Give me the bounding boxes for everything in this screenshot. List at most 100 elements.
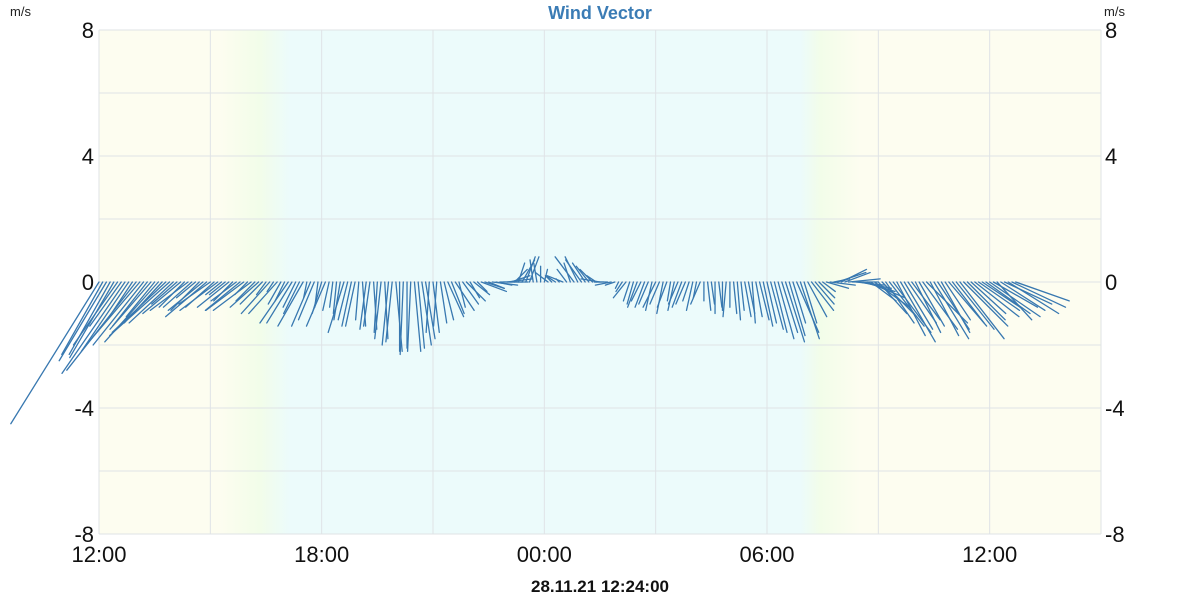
wind-vector bbox=[799, 281, 820, 340]
wind-vector bbox=[10, 281, 100, 425]
wind-vector bbox=[706, 281, 712, 312]
wind-vector bbox=[685, 281, 694, 312]
wind-vector bbox=[545, 275, 557, 283]
wind-vector bbox=[297, 281, 315, 321]
wind-vector bbox=[128, 281, 174, 324]
wind-vector bbox=[736, 281, 742, 321]
wind-vector bbox=[667, 281, 675, 312]
wind-vector bbox=[85, 281, 141, 346]
wind-vector bbox=[899, 281, 936, 343]
wind-vector bbox=[162, 281, 193, 308]
wind-vector bbox=[327, 281, 345, 334]
wind-vector bbox=[510, 275, 531, 283]
wind-vector bbox=[955, 281, 995, 330]
wind-vector bbox=[210, 281, 237, 302]
wind-vector bbox=[267, 281, 282, 305]
x-tick-label: 12:00 bbox=[962, 542, 1017, 567]
wind-vector bbox=[277, 281, 304, 327]
wind-vector bbox=[740, 281, 745, 312]
wind-vector bbox=[259, 281, 289, 324]
wind-vector bbox=[432, 281, 440, 334]
wind-vector bbox=[888, 281, 925, 327]
wind-vector bbox=[61, 281, 126, 375]
wind-vectors bbox=[10, 256, 1070, 425]
wind-vector bbox=[406, 281, 412, 352]
wind-vector bbox=[175, 281, 197, 299]
wind-vector bbox=[907, 281, 938, 324]
wind-vector bbox=[844, 271, 871, 283]
wind-vector bbox=[282, 281, 301, 315]
wind-vector bbox=[903, 281, 934, 330]
wind-vector bbox=[911, 281, 941, 321]
right-unit-label: m/s bbox=[1104, 4, 1125, 19]
wind-vector bbox=[413, 281, 422, 352]
wind-vector bbox=[322, 281, 330, 312]
wind-vector bbox=[72, 281, 119, 346]
wind-vector bbox=[825, 281, 850, 289]
wind-vector bbox=[480, 281, 508, 293]
wind-vector bbox=[341, 281, 353, 327]
wind-vector bbox=[266, 281, 275, 293]
wind-vector bbox=[656, 281, 668, 308]
y-tick-label-left: -8 bbox=[74, 522, 94, 547]
wind-vector bbox=[634, 281, 646, 308]
wind-vector bbox=[235, 281, 256, 302]
wind-vector bbox=[666, 281, 672, 302]
wind-vector bbox=[974, 281, 1020, 318]
wind-vector bbox=[989, 281, 1041, 318]
wind-vector bbox=[770, 281, 784, 330]
wind-vector bbox=[525, 256, 536, 283]
wind-vector bbox=[822, 281, 836, 293]
wind-vector bbox=[959, 281, 1005, 340]
wind-vector bbox=[255, 281, 267, 296]
wind-vector bbox=[649, 281, 661, 305]
wind-vector bbox=[229, 281, 260, 308]
wind-vector bbox=[109, 281, 171, 337]
wind-vector bbox=[417, 281, 426, 349]
wind-vector bbox=[622, 281, 631, 302]
wind-vector bbox=[963, 281, 1009, 327]
wind-vector bbox=[977, 281, 1021, 312]
wind-vector bbox=[803, 281, 818, 324]
wind-vector bbox=[762, 281, 774, 327]
wind-vector bbox=[940, 281, 971, 334]
wind-vector bbox=[985, 281, 1031, 315]
wind-vector bbox=[328, 281, 334, 308]
wind-vector bbox=[773, 281, 788, 334]
wind-vector bbox=[385, 281, 393, 343]
wind-vector bbox=[529, 259, 534, 283]
wind-vector bbox=[534, 271, 549, 283]
wind-vector bbox=[362, 281, 371, 327]
wind-vector bbox=[594, 281, 612, 286]
wind-vector bbox=[89, 281, 122, 327]
wind-vector bbox=[205, 281, 245, 312]
wind-vector bbox=[425, 281, 430, 334]
wind-vector bbox=[290, 281, 312, 327]
wind-vector bbox=[656, 281, 664, 315]
wind-vector bbox=[303, 281, 308, 299]
wind-vector bbox=[58, 281, 108, 362]
wind-vector bbox=[111, 281, 167, 334]
wind-vector bbox=[196, 281, 230, 308]
wind-vector bbox=[966, 281, 1006, 321]
wind-vector bbox=[840, 268, 868, 283]
y-tick-label-right: 4 bbox=[1105, 144, 1117, 169]
wind-vector bbox=[240, 281, 271, 315]
wind-vector bbox=[109, 281, 152, 330]
left-unit-label: m/s bbox=[10, 4, 31, 19]
wind-vector bbox=[125, 281, 156, 318]
wind-vector bbox=[810, 281, 835, 312]
wind-vector bbox=[495, 281, 513, 286]
wind-vector bbox=[615, 281, 623, 293]
wind-vector bbox=[282, 281, 297, 308]
x-tick-label: 18:00 bbox=[294, 542, 349, 567]
wind-vector bbox=[614, 281, 620, 289]
wind-vector bbox=[642, 281, 657, 308]
wind-vector bbox=[167, 281, 204, 312]
x-tick-label: 12:00 bbox=[71, 542, 126, 567]
wind-vector bbox=[885, 281, 915, 324]
wind-vector bbox=[151, 281, 178, 305]
wind-vector bbox=[399, 281, 404, 356]
wind-vector bbox=[784, 281, 806, 343]
wind-vector bbox=[933, 281, 970, 340]
